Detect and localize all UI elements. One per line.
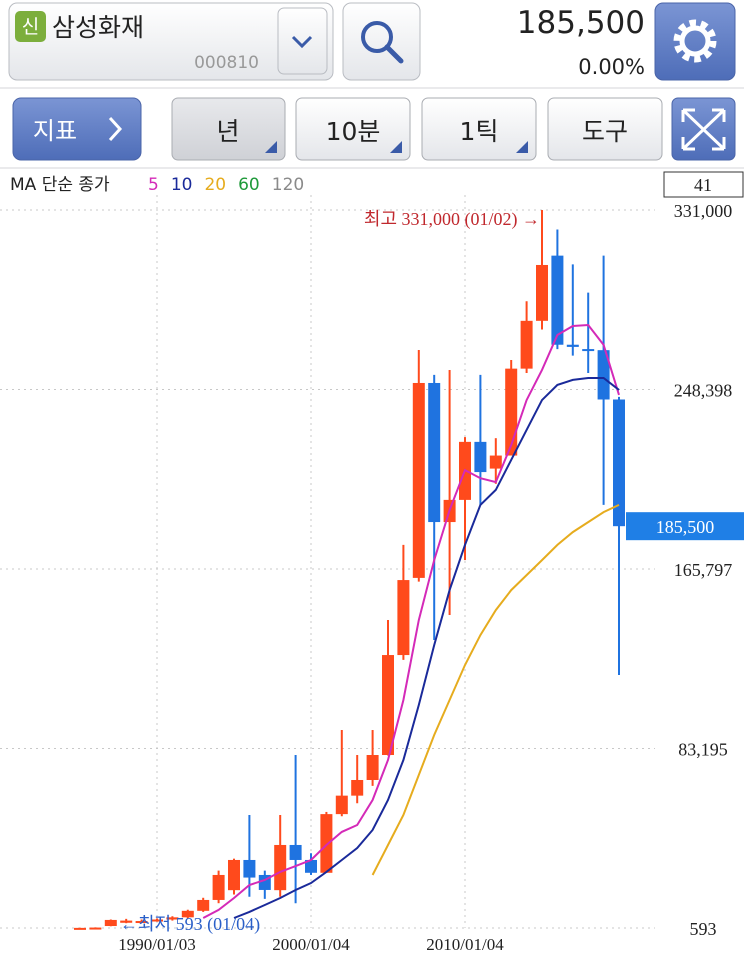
candle-body bbox=[412, 382, 425, 578]
legend-entry: 10 bbox=[171, 175, 193, 195]
gear-icon bbox=[679, 25, 711, 57]
legend-entry: 60 bbox=[238, 175, 260, 195]
ma-line bbox=[202, 323, 620, 919]
interval-button[interactable] bbox=[295, 97, 411, 161]
candle-body bbox=[366, 755, 379, 780]
chevron-right bbox=[108, 116, 123, 142]
indicator-button[interactable] bbox=[12, 97, 142, 161]
candle-body bbox=[335, 795, 348, 815]
y-tick-label: 165,797 bbox=[674, 560, 733, 580]
ma-line bbox=[233, 377, 620, 919]
candle-body bbox=[274, 844, 287, 891]
candle-body bbox=[551, 255, 564, 345]
y-tick-label: 83,195 bbox=[678, 739, 728, 759]
last-price-box bbox=[626, 512, 744, 541]
y-tick-label: 593 bbox=[690, 919, 717, 939]
candle-body bbox=[536, 264, 548, 321]
candle-body bbox=[289, 844, 302, 860]
candle-body bbox=[181, 910, 194, 918]
candle-body bbox=[89, 927, 102, 930]
price: 185,500 bbox=[517, 5, 645, 41]
count-text: 41 bbox=[694, 175, 712, 195]
candle-body bbox=[489, 455, 502, 469]
candle-body bbox=[305, 859, 317, 873]
candle-body bbox=[320, 814, 333, 873]
x-tick-label: 2010/01/04 bbox=[426, 935, 504, 954]
count-box bbox=[663, 171, 744, 198]
legend-title: MA 단순 종가 bbox=[10, 175, 110, 195]
tools-label: 도구 bbox=[582, 117, 628, 146]
candle-body bbox=[613, 399, 625, 527]
candle-body bbox=[166, 917, 179, 920]
legend-entry: 20 bbox=[204, 175, 226, 195]
expand-icon bbox=[681, 108, 726, 151]
tick-label: 1틱 bbox=[460, 117, 499, 146]
candle-body bbox=[243, 859, 256, 878]
candle-body bbox=[428, 382, 441, 523]
candle-body bbox=[582, 349, 595, 352]
candle-body bbox=[135, 921, 148, 924]
search-button[interactable] bbox=[342, 2, 421, 81]
dropdown-button[interactable] bbox=[277, 7, 328, 75]
header: 신 삼성화재 000810 185,500 0.00% bbox=[8, 2, 736, 81]
candle-body bbox=[228, 859, 240, 891]
period-label: 년 bbox=[216, 117, 239, 146]
candle-body bbox=[74, 927, 86, 930]
legend-entry: 120 bbox=[272, 175, 304, 195]
period-button[interactable] bbox=[171, 97, 286, 161]
x-tick-label: 1990/01/03 bbox=[118, 935, 195, 954]
search-icon bbox=[361, 21, 393, 53]
interval-label: 10분 bbox=[326, 117, 381, 146]
tick-button[interactable] bbox=[421, 97, 537, 161]
stock-code: 000810 bbox=[194, 53, 259, 73]
corner-mark bbox=[390, 141, 402, 153]
settings-button[interactable] bbox=[654, 2, 736, 81]
stock-name: 삼성화재 bbox=[52, 13, 144, 42]
legend-entry: 5 bbox=[148, 175, 159, 195]
candle-body bbox=[151, 919, 163, 922]
candle-body bbox=[104, 919, 117, 927]
badge bbox=[15, 11, 46, 42]
candle-body bbox=[120, 920, 133, 923]
corner-mark bbox=[516, 141, 528, 153]
indicator-label: 지표 bbox=[33, 117, 77, 145]
ma-line bbox=[371, 503, 620, 876]
high-annotation: 최고 331,000 (01/02) → bbox=[364, 209, 540, 230]
x-tick-label: 2000/01/04 bbox=[272, 935, 350, 954]
badge-text: 신 bbox=[22, 16, 39, 38]
y-tick-label: 248,398 bbox=[674, 381, 733, 401]
candle-body bbox=[212, 874, 225, 900]
candle-body bbox=[197, 899, 210, 911]
candle-body bbox=[351, 779, 364, 796]
plot: 593 83,195 165,797 248,398 331,000 1990/01/03… bbox=[0, 195, 744, 954]
candle-body bbox=[520, 320, 533, 369]
low-annotation: ←최저 593 (01/04) bbox=[120, 914, 260, 935]
toolbar: 지표 년 10분 1틱 도구 bbox=[12, 97, 736, 161]
change: 0.00% bbox=[578, 55, 645, 79]
last-price-label: 185,500 bbox=[656, 517, 715, 537]
stock-box[interactable] bbox=[8, 2, 334, 81]
search-icon-handle bbox=[384, 44, 404, 64]
candle-body bbox=[382, 655, 394, 756]
candle-body bbox=[474, 441, 487, 473]
chevron-icon bbox=[291, 35, 313, 49]
tools-button[interactable] bbox=[547, 97, 663, 161]
candle-body bbox=[397, 580, 410, 656]
gear-teeth bbox=[673, 19, 717, 63]
corner-mark bbox=[265, 141, 277, 153]
candle-body bbox=[566, 344, 579, 347]
candle-body bbox=[597, 350, 610, 400]
legend: MA 단순 종가 5 10 20 60 120 bbox=[10, 175, 304, 195]
y-tick-label: 331,000 bbox=[674, 201, 733, 221]
